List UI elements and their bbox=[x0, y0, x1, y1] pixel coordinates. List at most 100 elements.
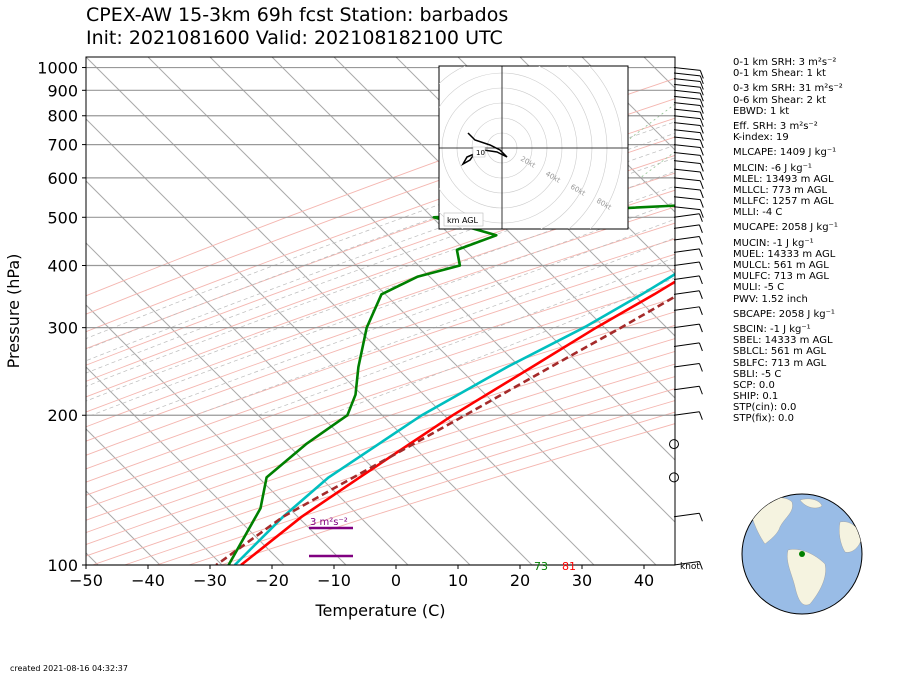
wind-barb bbox=[673, 362, 700, 368]
wind-barb-flag bbox=[699, 155, 704, 164]
wind-barb bbox=[673, 168, 701, 173]
y-tick-label: 100 bbox=[47, 556, 78, 575]
wind-barb bbox=[673, 411, 700, 416]
stat-line: 0-3 km SRH: 31 m²s⁻² bbox=[733, 83, 843, 95]
wind-barb bbox=[673, 129, 701, 134]
y-tick-label: 700 bbox=[47, 136, 78, 155]
stat-line: SHIP: 0.1 bbox=[733, 391, 779, 403]
wind-barb bbox=[673, 224, 700, 229]
x-tick-label: −10 bbox=[317, 571, 351, 590]
x-tick-label: −30 bbox=[193, 571, 227, 590]
wind-barb-flag bbox=[698, 275, 703, 285]
wind-barb bbox=[673, 385, 700, 391]
wind-barb-flag bbox=[699, 118, 704, 127]
y-tick-label: 600 bbox=[47, 169, 78, 188]
stat-line: MLLFC: 1257 m AGL bbox=[733, 196, 834, 208]
stats-panel: 0-1 km SRH: 3 m²s⁻² 0-1 km Shear: 1 kt 0-3… bbox=[733, 57, 843, 425]
stat-line: MLEL: 13493 m AGL bbox=[733, 173, 834, 185]
wind-barb bbox=[673, 206, 701, 211]
chart-title-line2: Init: 2021081600 Valid: 202108182100 UTC bbox=[86, 27, 503, 49]
wind-barb-flag bbox=[698, 363, 703, 372]
stat-line: SBCAPE: 2058 J kg⁻¹ bbox=[733, 308, 835, 320]
wind-barb-flag bbox=[698, 513, 703, 522]
x-tick-label: −20 bbox=[255, 571, 289, 590]
stat-line: 0-6 km Shear: 2 kt bbox=[733, 94, 826, 106]
wind-barb-flag bbox=[698, 224, 703, 233]
wind-barb-flag bbox=[698, 290, 703, 299]
svg-text:10: 10 bbox=[476, 149, 485, 157]
x-axis-label: Temperature (C) bbox=[314, 601, 445, 620]
wind-barb-flag bbox=[699, 70, 704, 79]
wind-barb-flag bbox=[699, 171, 704, 181]
wind-barb bbox=[673, 102, 701, 107]
wind-barb bbox=[673, 186, 701, 191]
chart-title-line1: CPEX-AW 15-3km 69h fcst Station: barbado… bbox=[86, 4, 509, 26]
wind-barb-flag bbox=[699, 111, 704, 121]
wind-barb-flag bbox=[698, 213, 703, 222]
wind-barb bbox=[673, 290, 700, 295]
wind-barb-flag bbox=[699, 93, 704, 102]
calm-wind-marker bbox=[669, 472, 679, 483]
globe-locator-map bbox=[741, 493, 863, 615]
y-axis-label: Pressure (hPa) bbox=[4, 254, 23, 369]
wind-barb-flag bbox=[699, 99, 704, 108]
wind-barb bbox=[673, 275, 700, 280]
wind-barb bbox=[673, 236, 700, 241]
stat-line: MUEL: 14333 m AGL bbox=[733, 248, 836, 260]
y-tick-label: 1000 bbox=[37, 59, 78, 78]
stat-line: MULFC: 713 m AGL bbox=[733, 271, 829, 283]
wind-barb-flag bbox=[698, 561, 703, 570]
wind-barb bbox=[673, 89, 701, 94]
wind-barb-flag bbox=[698, 342, 703, 352]
wind-barb-flag bbox=[698, 236, 703, 245]
stat-line: MLLCL: 773 m AGL bbox=[733, 184, 828, 196]
y-tick-label: 200 bbox=[47, 406, 78, 425]
wind-barb-flag bbox=[699, 75, 704, 85]
y-tick-label: 400 bbox=[47, 256, 78, 275]
wind-barb-flag bbox=[699, 209, 704, 218]
stat-line: MLCAPE: 1409 J kg⁻¹ bbox=[733, 147, 837, 159]
x-tick-label: 0 bbox=[391, 571, 401, 590]
stat-line: MULI: -5 C bbox=[733, 282, 785, 294]
wind-barb bbox=[673, 72, 701, 77]
wind-barb bbox=[673, 151, 701, 156]
wind-barb bbox=[673, 83, 701, 88]
wind-barb-flag bbox=[699, 87, 704, 96]
x-tick-label: −40 bbox=[131, 571, 165, 590]
stat-line: 0-1 km Shear: 1 kt bbox=[733, 68, 826, 80]
stat-line: MUCIN: -1 J kg⁻¹ bbox=[733, 237, 814, 249]
stat-line: SBLCL: 561 m AGL bbox=[733, 346, 827, 358]
wind-barb-flag bbox=[698, 323, 703, 333]
wind-barb-flag bbox=[699, 139, 704, 149]
wind-barb bbox=[673, 560, 700, 566]
stat-line: MULCL: 561 m AGL bbox=[733, 260, 829, 271]
wind-barb-flag bbox=[699, 163, 704, 172]
stat-line: EBWD: 1 kt bbox=[733, 105, 790, 117]
x-tick-label: 20 bbox=[510, 571, 530, 590]
wind-barb bbox=[673, 196, 701, 201]
wind-barb bbox=[673, 160, 701, 164]
wind-barb-flag bbox=[699, 180, 704, 189]
wind-barb bbox=[673, 136, 701, 141]
wind-barb-flag bbox=[699, 105, 704, 114]
stat-line: MLLI: -4 C bbox=[733, 207, 783, 219]
surface-temp-label: 81 bbox=[562, 560, 576, 573]
wind-barb-flag bbox=[698, 306, 703, 315]
wind-barb bbox=[673, 122, 701, 126]
stat-line: SBLI: -5 C bbox=[733, 368, 782, 380]
stat-line: STP(fix): 0.0 bbox=[733, 413, 794, 425]
stat-line: STP(cin): 0.0 bbox=[733, 402, 797, 414]
wind-barb bbox=[673, 213, 700, 218]
series-line-dewpoint bbox=[233, 272, 675, 565]
wind-barb-flag bbox=[699, 125, 704, 134]
stat-line: SBEL: 14333 m AGL bbox=[733, 335, 833, 347]
srh-label: 3 m²s⁻² bbox=[310, 517, 348, 528]
wind-barb bbox=[673, 78, 701, 82]
stat-line: SBCIN: -1 J kg⁻¹ bbox=[733, 323, 811, 335]
stat-line: K-index: 19 bbox=[733, 132, 789, 144]
stat-line: MUCAPE: 2058 J kg⁻¹ bbox=[733, 222, 838, 234]
calm-wind-marker bbox=[669, 439, 679, 450]
x-tick-label: −50 bbox=[69, 571, 103, 590]
wind-barb bbox=[673, 115, 701, 120]
surface-dewpoint-label: 73 bbox=[534, 560, 548, 573]
